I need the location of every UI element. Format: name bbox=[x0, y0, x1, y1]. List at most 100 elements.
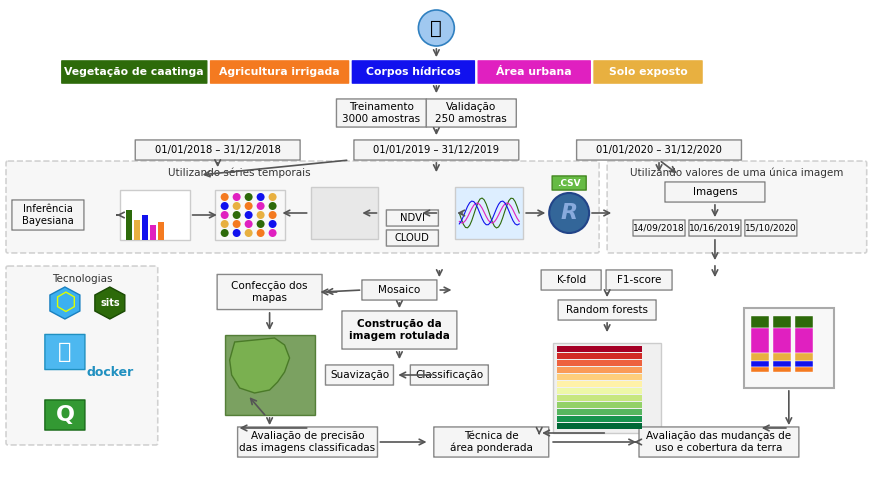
Bar bbox=[794, 316, 813, 328]
FancyBboxPatch shape bbox=[639, 427, 799, 457]
Text: F1-score: F1-score bbox=[617, 275, 662, 285]
Circle shape bbox=[232, 229, 240, 237]
Bar bbox=[794, 361, 813, 367]
Circle shape bbox=[245, 202, 253, 210]
Bar bbox=[751, 353, 769, 361]
Text: Random forests: Random forests bbox=[566, 305, 649, 315]
Bar bbox=[553, 343, 661, 433]
Bar bbox=[744, 308, 834, 388]
FancyBboxPatch shape bbox=[745, 220, 797, 236]
Bar bbox=[794, 353, 813, 361]
Text: 10/16/2019: 10/16/2019 bbox=[689, 224, 741, 232]
Text: Validação
250 amostras: Validação 250 amostras bbox=[435, 102, 507, 124]
Bar bbox=[455, 187, 524, 239]
Text: Área urbana: Área urbana bbox=[496, 67, 572, 77]
FancyBboxPatch shape bbox=[12, 200, 84, 230]
Text: docker: docker bbox=[87, 365, 134, 379]
Circle shape bbox=[232, 211, 240, 219]
Text: NDVI: NDVI bbox=[400, 213, 425, 223]
Circle shape bbox=[257, 220, 265, 228]
Polygon shape bbox=[230, 338, 289, 393]
Bar bbox=[773, 361, 791, 367]
Bar bbox=[120, 190, 190, 240]
Circle shape bbox=[245, 220, 253, 228]
Polygon shape bbox=[95, 287, 125, 319]
Text: R: R bbox=[560, 203, 578, 223]
FancyBboxPatch shape bbox=[217, 275, 323, 310]
Text: 01/01/2019 – 31/12/2019: 01/01/2019 – 31/12/2019 bbox=[373, 145, 499, 155]
Bar bbox=[558, 374, 642, 380]
Bar bbox=[126, 210, 132, 240]
Circle shape bbox=[220, 202, 229, 210]
FancyBboxPatch shape bbox=[411, 365, 489, 385]
Circle shape bbox=[220, 193, 229, 201]
Circle shape bbox=[232, 220, 240, 228]
Circle shape bbox=[232, 202, 240, 210]
Circle shape bbox=[232, 193, 240, 201]
Circle shape bbox=[268, 202, 276, 210]
FancyBboxPatch shape bbox=[558, 300, 656, 320]
Text: Imagens: Imagens bbox=[692, 187, 738, 197]
Circle shape bbox=[220, 229, 229, 237]
Text: Tecnologias: Tecnologias bbox=[52, 274, 112, 284]
Bar bbox=[558, 388, 642, 394]
Bar bbox=[149, 225, 156, 240]
Circle shape bbox=[245, 193, 253, 201]
FancyBboxPatch shape bbox=[633, 220, 685, 236]
Text: Agricultura irrigada: Agricultura irrigada bbox=[219, 67, 340, 77]
FancyBboxPatch shape bbox=[62, 61, 207, 83]
FancyBboxPatch shape bbox=[45, 400, 85, 430]
FancyBboxPatch shape bbox=[354, 140, 519, 160]
Circle shape bbox=[257, 229, 265, 237]
Bar bbox=[558, 367, 642, 373]
Circle shape bbox=[257, 202, 265, 210]
Bar bbox=[558, 416, 642, 422]
Bar bbox=[773, 316, 791, 328]
FancyBboxPatch shape bbox=[606, 270, 672, 290]
Bar bbox=[558, 381, 642, 387]
Text: 🌐: 🌐 bbox=[431, 19, 442, 37]
Circle shape bbox=[549, 193, 589, 233]
Circle shape bbox=[220, 211, 229, 219]
FancyBboxPatch shape bbox=[689, 220, 741, 236]
Bar bbox=[794, 328, 813, 353]
Text: Corpos hídricos: Corpos hídricos bbox=[366, 67, 461, 77]
FancyBboxPatch shape bbox=[336, 99, 427, 127]
Bar bbox=[215, 190, 285, 240]
Circle shape bbox=[245, 211, 253, 219]
Text: Avaliação das mudanças de
uso e cobertura da terra: Avaliação das mudanças de uso e cobertur… bbox=[647, 431, 792, 453]
Circle shape bbox=[268, 193, 276, 201]
Text: Inferência
Bayesiana: Inferência Bayesiana bbox=[22, 204, 73, 226]
Circle shape bbox=[419, 10, 454, 46]
Text: 01/01/2020 – 31/12/2020: 01/01/2020 – 31/12/2020 bbox=[596, 145, 722, 155]
Text: Mosaico: Mosaico bbox=[378, 285, 420, 295]
FancyBboxPatch shape bbox=[45, 335, 85, 370]
Text: 01/01/2018 – 31/12/2018: 01/01/2018 – 31/12/2018 bbox=[155, 145, 281, 155]
Text: Utilizando valores de uma única imagem: Utilizando valores de uma única imagem bbox=[630, 168, 843, 179]
FancyBboxPatch shape bbox=[6, 161, 599, 253]
FancyBboxPatch shape bbox=[238, 427, 378, 457]
Text: Classificação: Classificação bbox=[415, 370, 483, 380]
FancyBboxPatch shape bbox=[135, 140, 300, 160]
Circle shape bbox=[220, 220, 229, 228]
FancyBboxPatch shape bbox=[362, 280, 437, 300]
Text: Q: Q bbox=[55, 405, 74, 425]
Text: Avaliação de precisão
das imagens classificadas: Avaliação de precisão das imagens classi… bbox=[239, 431, 376, 453]
Bar bbox=[773, 328, 791, 353]
Text: Treinamento
3000 amostras: Treinamento 3000 amostras bbox=[343, 102, 420, 124]
Bar bbox=[558, 346, 642, 352]
Text: 🗂: 🗂 bbox=[59, 342, 72, 362]
Bar bbox=[310, 187, 378, 239]
Circle shape bbox=[257, 193, 265, 201]
Circle shape bbox=[257, 211, 265, 219]
FancyBboxPatch shape bbox=[607, 161, 867, 253]
Bar bbox=[558, 353, 642, 359]
Text: 15/10/2020: 15/10/2020 bbox=[745, 224, 797, 232]
FancyBboxPatch shape bbox=[577, 140, 741, 160]
Bar bbox=[773, 367, 791, 372]
FancyBboxPatch shape bbox=[6, 266, 158, 445]
Circle shape bbox=[268, 220, 276, 228]
FancyBboxPatch shape bbox=[386, 210, 439, 226]
FancyBboxPatch shape bbox=[211, 61, 349, 83]
FancyBboxPatch shape bbox=[427, 99, 517, 127]
